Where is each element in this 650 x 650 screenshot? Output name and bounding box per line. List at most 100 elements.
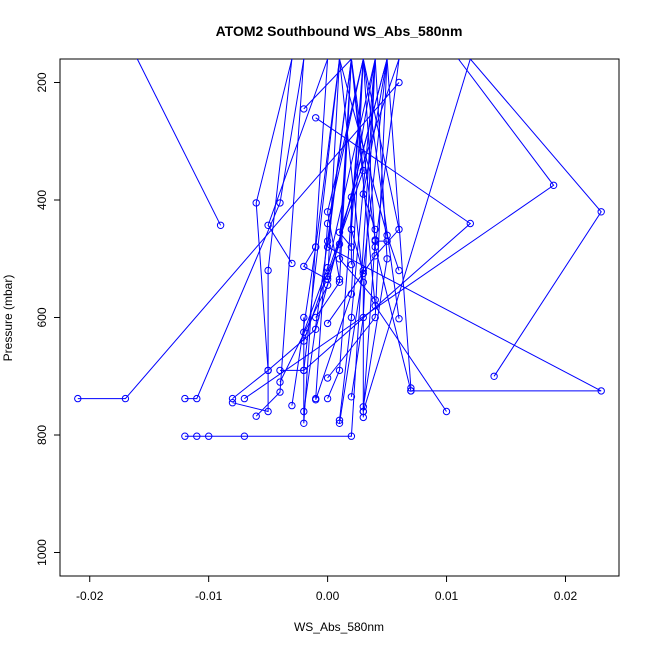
data-point [300,407,308,416]
data-point [371,243,379,251]
series-line [232,59,293,399]
data-point [347,290,356,298]
series-48 [264,59,388,375]
series-line [338,59,400,248]
data-point [288,401,296,410]
data-point [549,181,558,190]
series-28 [323,59,388,382]
data-point [300,419,308,427]
data-point [371,313,379,322]
data-point [347,432,356,440]
data-point [264,266,272,275]
data-point [228,399,237,407]
data-point [442,407,451,416]
series-line [267,59,329,264]
data-point [193,394,201,403]
data-point [74,394,82,403]
data-point [347,313,356,322]
series-2 [181,59,305,403]
series-27 [347,59,367,278]
series-6 [252,59,305,420]
data-point [323,263,332,272]
series-8 [264,59,329,268]
data-point [335,228,344,237]
series-line [77,82,400,400]
chart-title: ATOM2 Southbound WS_Abs_580nm [216,23,463,39]
series-15 [335,59,376,424]
series-line [362,59,471,412]
series-line [267,59,388,371]
series-24 [359,59,388,234]
series-5 [228,59,293,416]
series-line [232,59,293,413]
data-point [264,366,272,375]
series-38 [469,59,605,380]
series-line [303,59,352,110]
series-39 [240,59,558,403]
series-line [303,59,329,424]
x-tick-label: -0.02 [76,589,104,603]
data-point [395,315,403,323]
data-point [312,243,320,251]
series-line [469,59,602,377]
series-line [362,59,388,407]
data-point [323,319,332,328]
data-point [466,219,474,228]
series-14 [323,59,364,403]
data-point [371,252,379,260]
series-20 [300,59,340,283]
data-point [335,278,344,286]
series-7 [136,59,225,230]
data-point [216,221,225,230]
series-1 [74,78,403,403]
data-point [312,325,320,333]
data-point [359,313,367,322]
data-point [252,199,260,207]
data-point [359,269,367,278]
series-line [350,59,376,397]
data-point [312,396,320,404]
y-axis-label: Pressure (mbar) [1,275,15,362]
series-36 [323,59,605,395]
data-point [264,407,272,416]
series-line [303,117,472,371]
data-point [335,419,344,427]
data-point [597,387,605,395]
x-tick-label: 0.02 [554,589,578,603]
series-line [303,59,364,342]
series-line [362,59,388,230]
series-line [350,59,364,274]
data-point [252,412,260,420]
series-line [255,59,305,417]
data-point [228,394,237,403]
y-tick-label: 1000 [35,539,49,566]
data-point [181,394,189,403]
series-line [327,59,364,399]
series-line [303,59,340,281]
data-point [323,394,332,403]
series-34 [386,59,415,392]
data-point [193,432,201,440]
data-point [240,394,249,403]
data-point [335,255,344,263]
data-point [371,225,379,234]
series-40 [300,114,474,375]
data-point [359,190,367,198]
data-point [407,387,415,395]
data-point [490,372,498,380]
series-line [244,59,555,400]
series-line [362,59,388,242]
series-line [315,59,352,318]
x-tick-label: 0.00 [316,589,340,603]
data-point [359,407,367,416]
series-layer [74,59,605,440]
series-line [315,59,364,400]
data-point [276,388,284,396]
data-point [395,225,403,234]
series-line [327,59,388,379]
data-point [335,416,344,424]
x-tick-label: 0.01 [435,589,459,603]
series-42 [359,59,471,416]
x-tick-label: -0.01 [195,589,223,603]
